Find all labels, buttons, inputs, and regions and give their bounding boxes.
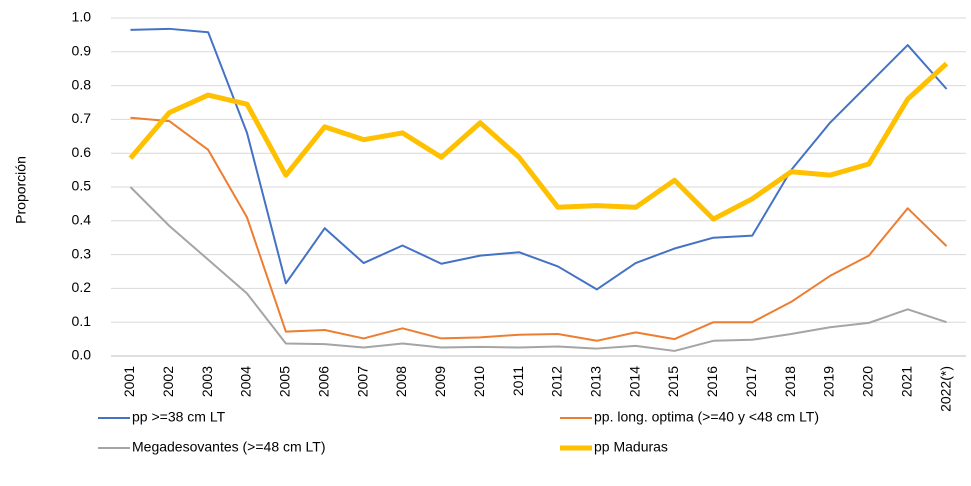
x-tick-label: 2009 (432, 366, 448, 397)
series-line (128, 61, 949, 222)
x-tick-label: 2005 (277, 366, 293, 397)
y-tick-label: 1.0 (72, 9, 92, 25)
x-tick-label: 2021 (898, 366, 914, 397)
x-tick-label: 2013 (587, 366, 603, 397)
y-tick-label: 0.5 (72, 178, 92, 194)
y-tick-label: 0.2 (72, 279, 92, 295)
legend-label: pp. long. optima (>=40 y <48 cm LT) (594, 409, 819, 425)
x-tick-label: 2017 (743, 366, 759, 397)
x-tick-label: 2011 (510, 366, 526, 396)
y-axis-label: Proporción (13, 156, 29, 224)
x-tick-label: 2001 (121, 366, 137, 397)
x-tick-label: 2012 (549, 366, 565, 397)
x-tick-label: 2022(*) (937, 366, 953, 412)
x-tick-label: 2014 (626, 366, 642, 397)
legend-label: pp >=38 cm LT (132, 409, 226, 425)
series-line (129, 186, 947, 352)
x-tick-label: 2018 (782, 366, 798, 397)
y-tick-label: 0.7 (72, 110, 92, 126)
x-tick-label: 2006 (315, 366, 331, 397)
x-tick-label: 2020 (860, 366, 876, 397)
x-tick-label: 2007 (354, 366, 370, 397)
x-tick-label: 2004 (238, 366, 254, 397)
x-tick-label: 2002 (160, 366, 176, 397)
series-line (130, 27, 948, 291)
series-line (130, 116, 948, 342)
y-tick-label: 0.6 (72, 144, 92, 160)
y-tick-label: 0.8 (72, 76, 92, 92)
x-tick-label: 2010 (471, 366, 487, 397)
x-tick-label: 2003 (199, 366, 215, 397)
y-tick-label: 0.4 (72, 212, 92, 228)
y-tick-label: 0.0 (72, 347, 92, 363)
x-tick-label: 2016 (704, 366, 720, 397)
x-tick-label: 2008 (393, 366, 409, 397)
x-tick-label: 2019 (821, 366, 837, 397)
legend-label: Megadesovantes (>=48 cm LT) (132, 439, 326, 455)
x-tick-label: 2015 (665, 366, 681, 397)
y-tick-label: 0.3 (72, 245, 92, 261)
legend-label: pp Maduras (594, 439, 668, 455)
y-tick-label: 0.9 (72, 43, 92, 59)
y-tick-label: 0.1 (72, 313, 92, 329)
